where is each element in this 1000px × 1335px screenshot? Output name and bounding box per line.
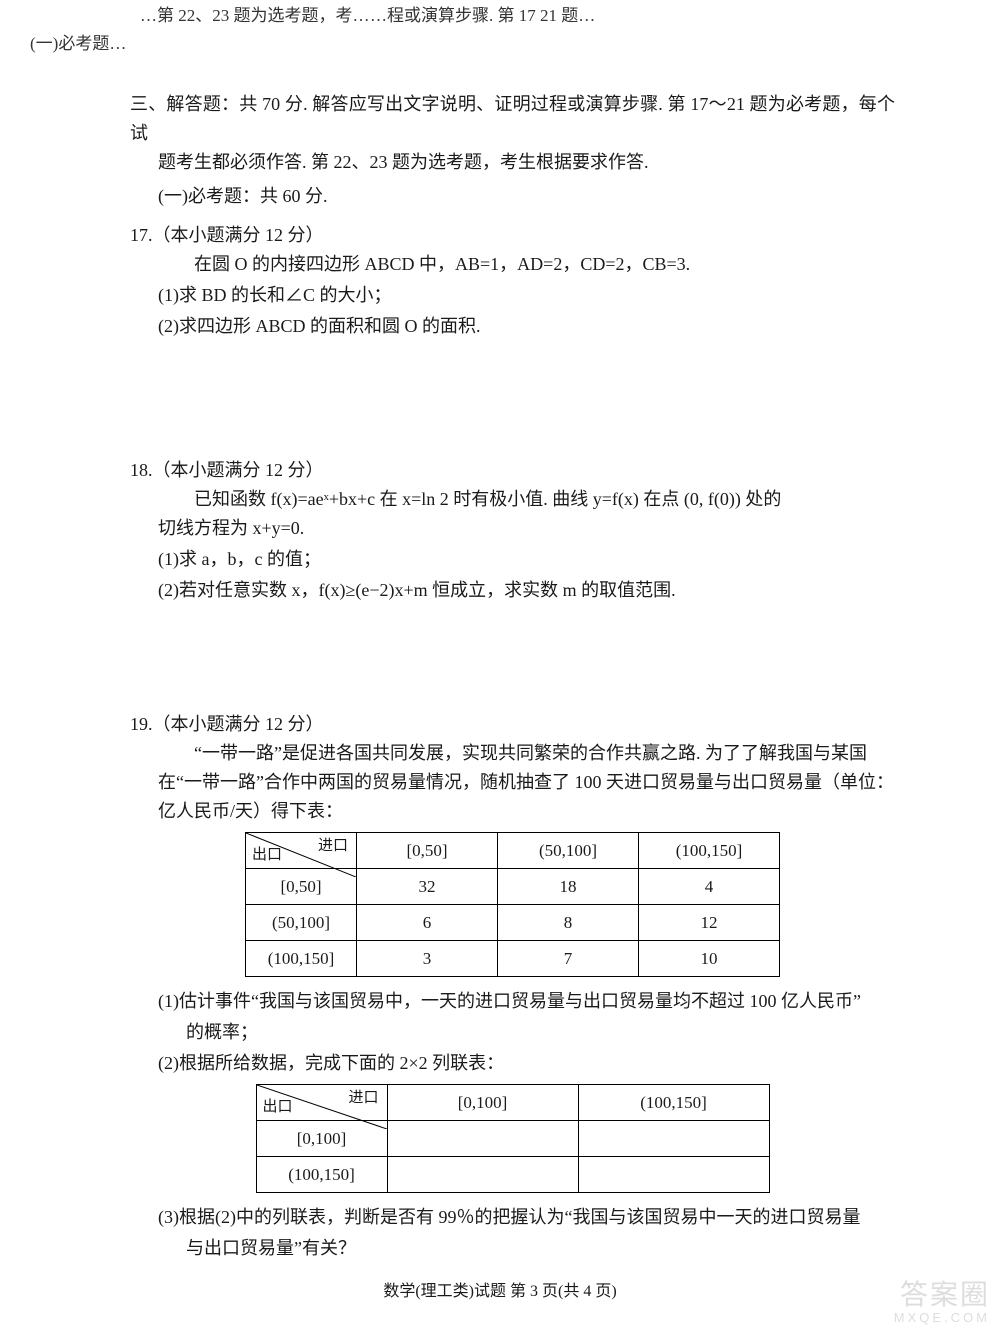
q18-body-b: 切线方程为 x+y=0. (130, 514, 895, 543)
table-cell: 3 (357, 941, 498, 977)
table-cell (578, 1157, 769, 1193)
q19-table1: 进口出口[0,50](50,100](100,150][0,50]32184(5… (245, 832, 780, 978)
table-cell: 8 (498, 904, 639, 940)
q19-head: 19.（本小题满分 12 分） (130, 710, 895, 739)
q18-head: 18.（本小题满分 12 分） (130, 456, 895, 485)
q19-p3-a: (3)根据(2)中的列联表，判断是否有 99％的把握认为“我国与该国贸易中一天的… (130, 1203, 895, 1232)
q17-p2: (2)求四边形 ABCD 的面积和圆 O 的面积. (130, 312, 895, 341)
table-cell: 32 (357, 868, 498, 904)
q17-p1: (1)求 BD 的长和∠C 的大小； (130, 281, 895, 310)
diag-bot-label: 出口 (263, 1095, 293, 1119)
page-footer: 数学(理工类)试题 第 3 页(共 4 页) (0, 1279, 1000, 1305)
q19-p1-a: (1)估计事件“我国与该国贸易中，一天的进口贸易量与出口贸易量均不超过 100 … (130, 987, 895, 1016)
row-label: (100,150] (256, 1157, 387, 1193)
top-fragment-2: …程或演算步骤. 第 17 21 题… (370, 2, 595, 29)
section3-line1: 三、解答题：共 70 分. 解答应写出文字说明、证明过程或演算步骤. 第 17～… (130, 94, 895, 143)
watermark-sub: MXQE.COM (894, 1311, 990, 1325)
diag-header-cell: 进口 出口 (256, 1084, 387, 1120)
table-cell: 18 (498, 868, 639, 904)
q19-p1-b: 的概率； (130, 1018, 895, 1047)
top-fragment-3: (一)必考题… (30, 30, 126, 57)
diag-header-cell: 进口 出口 (246, 832, 357, 868)
question-18: 18.（本小题满分 12 分） 已知函数 f(x)=aeˣ+bx+c 在 x=l… (130, 456, 895, 604)
col-header: (100,150] (639, 832, 780, 868)
q19-intro-a: “一带一路”是促进各国共同发展，实现共同繁荣的合作共赢之路. 为了了解我国与某国 (130, 739, 895, 768)
table-cell (387, 1157, 578, 1193)
answer-space-18 (130, 610, 895, 710)
table-cell (387, 1120, 578, 1156)
q17-head: 17.（本小题满分 12 分） (130, 221, 895, 250)
q18-p1: (1)求 a，b，c 的值； (130, 545, 895, 574)
diag-top-label: 进口 (318, 834, 348, 858)
q18-body-a: 已知函数 f(x)=aeˣ+bx+c 在 x=ln 2 时有极小值. 曲线 y=… (130, 485, 895, 514)
answer-space-17 (130, 346, 895, 456)
row-label: (50,100] (246, 904, 357, 940)
mandatory-label: (一)必考题：共 60 分. (130, 182, 895, 211)
table-cell (578, 1120, 769, 1156)
col-header: (100,150] (578, 1084, 769, 1120)
col-header: [0,50] (357, 832, 498, 868)
diag-bot-label: 出口 (252, 843, 282, 867)
q19-p3-b: 与出口贸易量”有关？ (130, 1234, 895, 1263)
watermark-main: 答案圈 (900, 1279, 990, 1310)
section3-line2: 题考生都必须作答. 第 22、23 题为选考题，考生根据要求作答. (130, 148, 649, 177)
q19-intro-c: 亿人民币/天）得下表： (130, 797, 895, 826)
table-cell: 7 (498, 941, 639, 977)
watermark: 答案圈 MXQE.COM (894, 1280, 990, 1325)
q19-p2: (2)根据所给数据，完成下面的 2×2 列联表： (130, 1049, 895, 1078)
page-content: 三、解答题：共 70 分. 解答应写出文字说明、证明过程或演算步骤. 第 17～… (0, 0, 1000, 1263)
section3-header: 三、解答题：共 70 分. 解答应写出文字说明、证明过程或演算步骤. 第 17～… (130, 90, 895, 176)
q19-intro-b: 在“一带一路”合作中两国的贸易量情况，随机抽查了 100 天进口贸易量与出口贸易… (130, 768, 895, 797)
row-label: (100,150] (246, 941, 357, 977)
table-cell: 4 (639, 868, 780, 904)
table-cell: 6 (357, 904, 498, 940)
col-header: [0,100] (387, 1084, 578, 1120)
col-header: (50,100] (498, 832, 639, 868)
top-fragment-1: …第 22、23 题为选考题，考… (140, 2, 370, 29)
table-cell: 10 (639, 941, 780, 977)
q19-table2: 进口出口[0,100](100,150][0,100](100,150] (256, 1084, 770, 1194)
diag-top-label: 进口 (348, 1086, 378, 1110)
question-17: 17.（本小题满分 12 分） 在圆 O 的内接四边形 ABCD 中，AB=1，… (130, 221, 895, 340)
table-cell: 12 (639, 904, 780, 940)
q17-body: 在圆 O 的内接四边形 ABCD 中，AB=1，AD=2，CD=2，CB=3. (130, 250, 895, 279)
question-19: 19.（本小题满分 12 分） “一带一路”是促进各国共同发展，实现共同繁荣的合… (130, 710, 895, 1262)
q18-p2: (2)若对任意实数 x，f(x)≥(e−2)x+m 恒成立，求实数 m 的取值范… (130, 576, 895, 605)
